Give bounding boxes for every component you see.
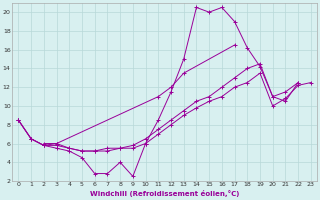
X-axis label: Windchill (Refroidissement éolien,°C): Windchill (Refroidissement éolien,°C) bbox=[90, 190, 239, 197]
